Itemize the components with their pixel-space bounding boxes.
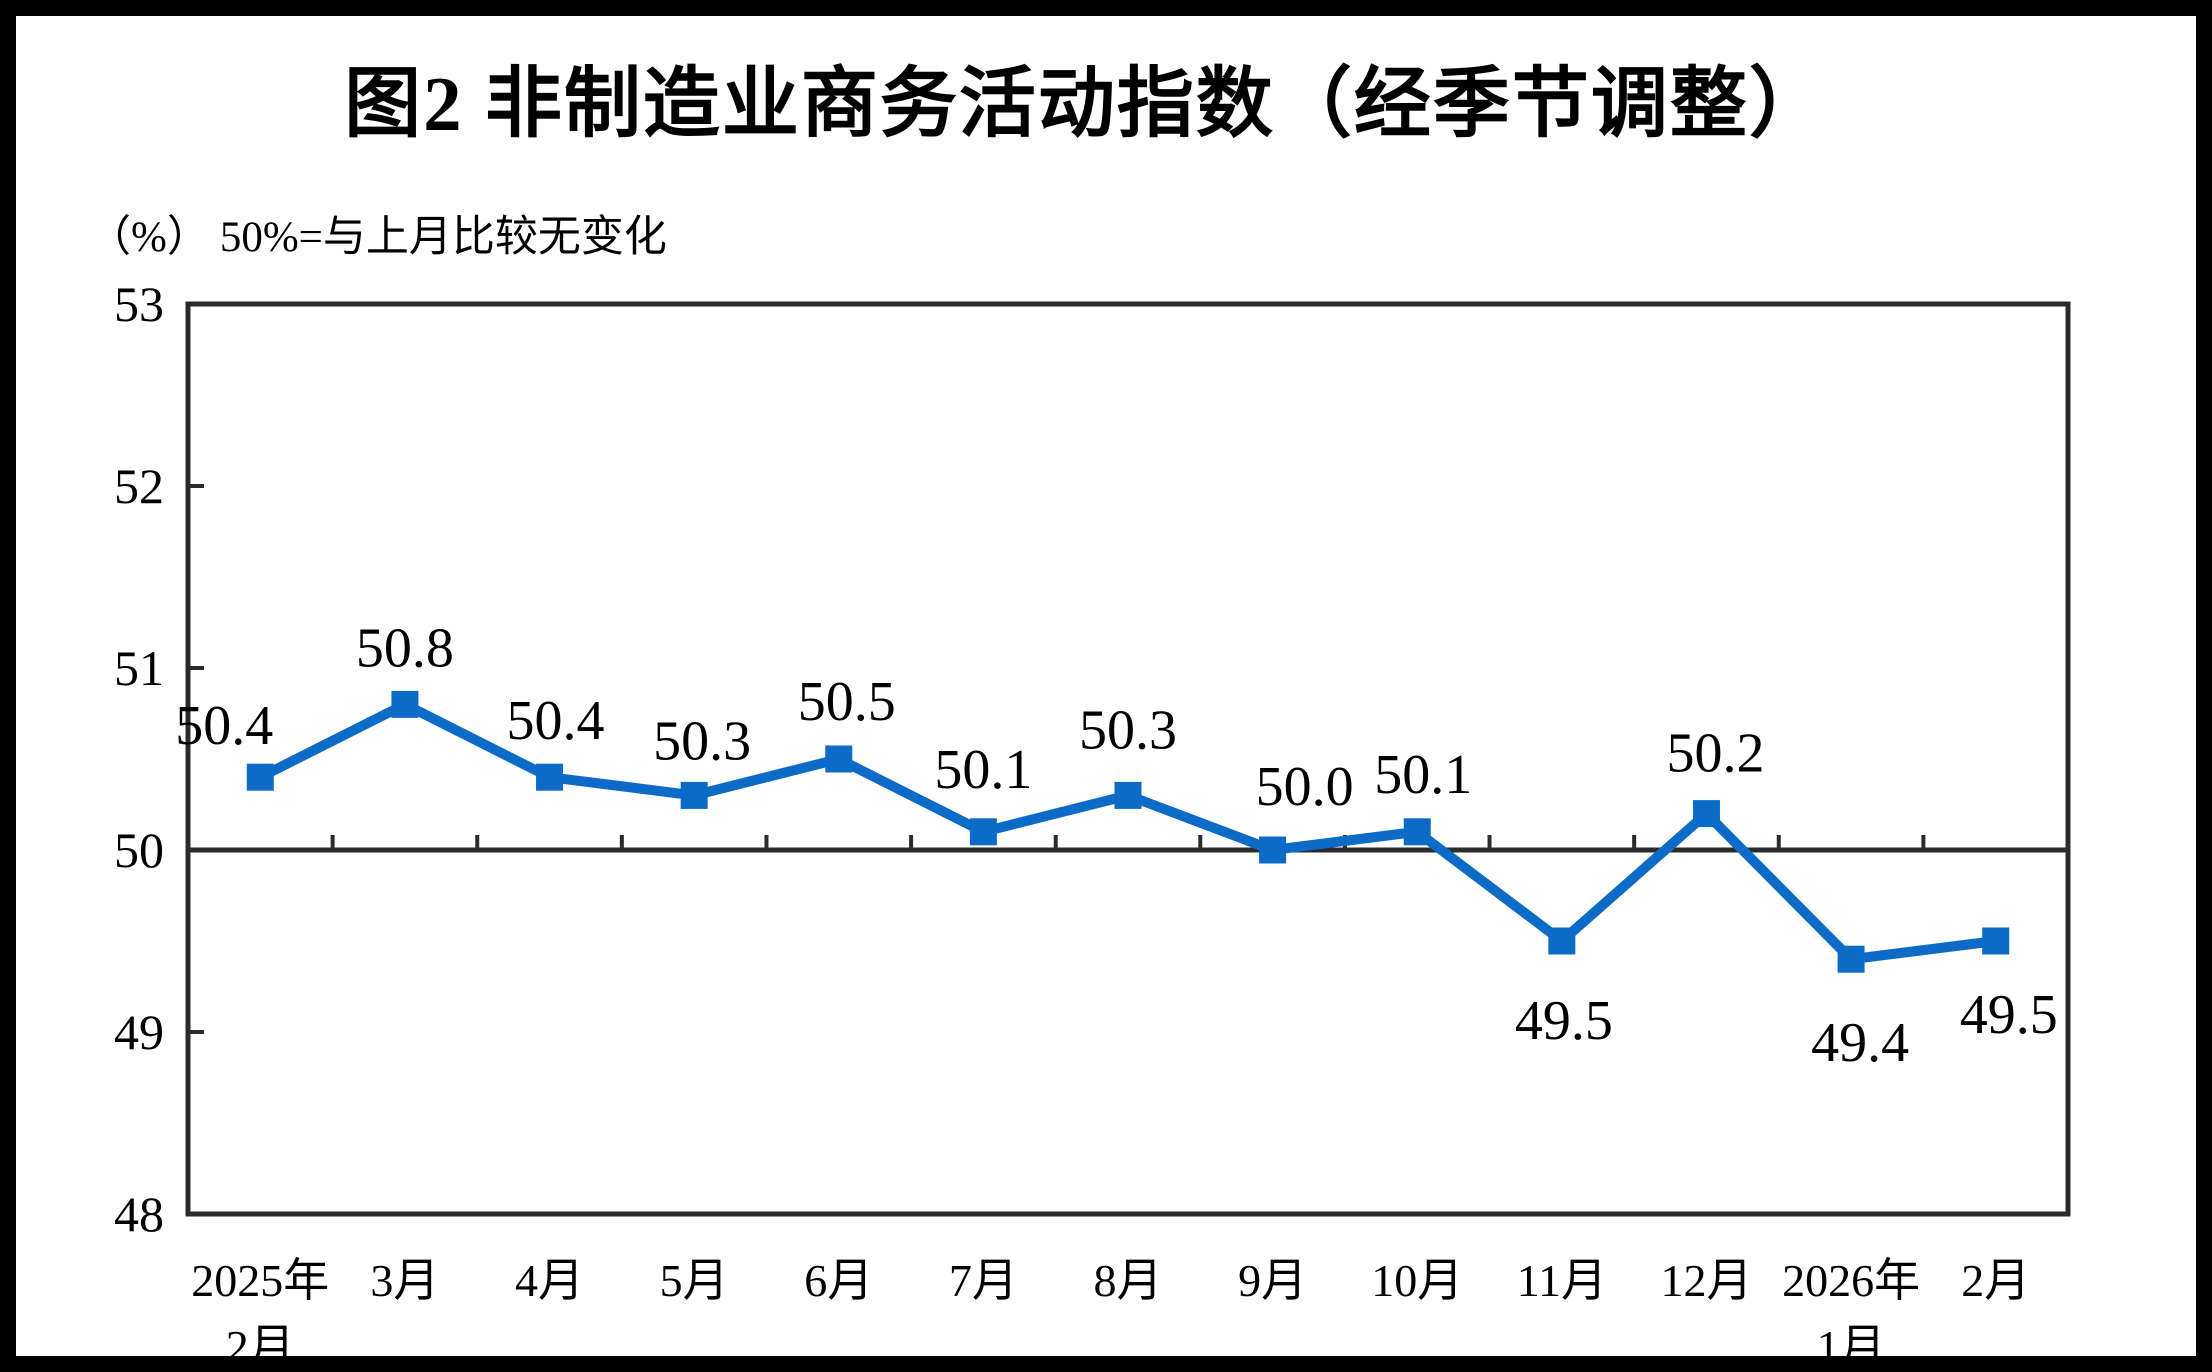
data-point-marker: [1114, 781, 1142, 809]
x-axis-category-label: 5月: [660, 1255, 729, 1306]
data-point-marker: [1259, 836, 1287, 864]
x-axis-category-label: 2月: [1961, 1255, 2030, 1306]
data-point-marker: [536, 763, 564, 791]
data-point-label: 50.0: [1256, 756, 1354, 818]
data-point-marker: [246, 763, 274, 791]
data-point-label: 50.1: [934, 739, 1032, 801]
x-axis-category-label: 8月: [1094, 1255, 1163, 1306]
chart-title: 图2 非制造业商务活动指数（经季节调整）: [344, 61, 1828, 147]
data-point-marker: [1692, 800, 1720, 828]
data-point-marker: [391, 690, 419, 718]
x-axis-category-label: 2月: [226, 1321, 295, 1372]
x-axis-category-label: 2025年: [191, 1255, 329, 1306]
y-axis-tick-label: 48: [114, 1186, 164, 1242]
data-point-label: 49.5: [1960, 984, 2058, 1046]
x-axis-category-label: 10月: [1371, 1255, 1463, 1306]
y-axis-tick-label: 50: [114, 822, 164, 878]
x-axis-category-label: 3月: [370, 1255, 439, 1306]
x-axis-category-label: 6月: [804, 1255, 873, 1306]
data-point-marker: [1403, 818, 1431, 846]
x-axis-category-label: 2026年: [1782, 1255, 1920, 1306]
y-axis-tick-label: 51: [114, 640, 164, 696]
data-point-marker: [1548, 927, 1576, 955]
data-point-label: 49.4: [1811, 1012, 1909, 1074]
data-point-label: 50.4: [507, 690, 605, 752]
data-point-label: 50.1: [1374, 744, 1472, 806]
plot-border: [185, 301, 2071, 1217]
y-axis-tick-label: 53: [114, 276, 164, 332]
x-axis-category-label: 7月: [949, 1255, 1018, 1306]
data-point-label: 49.5: [1515, 990, 1613, 1052]
data-point-marker: [969, 818, 997, 846]
data-point-label: 50.4: [175, 695, 273, 757]
data-point-label: 50.3: [653, 710, 751, 772]
chart-subtitle: （%） 50%=与上月比较无变化: [88, 202, 667, 264]
data-point-label: 50.5: [798, 671, 896, 733]
line-chart-svg: 48 49 50 51 52 53 2025年 2月 3月 4月 5月 6月 7月 8月 9月 10月 11月 1…: [114, 276, 2071, 1372]
y-axis-tick-label: 52: [114, 458, 164, 514]
data-point-label: 50.2: [1666, 723, 1764, 785]
data-point-marker: [1837, 945, 1865, 973]
reference-note: 50%=与上月比较无变化: [219, 214, 667, 261]
x-axis-category-label: 1月: [1817, 1321, 1886, 1372]
x-axis-category-label: 12月: [1660, 1255, 1752, 1306]
data-point-label: 50.3: [1079, 699, 1177, 761]
data-point-marker: [680, 781, 708, 809]
data-point-marker: [825, 745, 853, 773]
x-axis-category-label: 11月: [1517, 1255, 1607, 1306]
y-axis-unit-label: （%）: [88, 214, 210, 261]
chart-plot-area: 48 49 50 51 52 53 2025年 2月 3月 4月 5月 6月 7月 8月 9月 10月 11月 1…: [16, 16, 2196, 1372]
x-axis-category-label: 9月: [1238, 1255, 1307, 1306]
data-point-label: 50.8: [356, 617, 454, 679]
y-axis-tick-label: 49: [114, 1004, 164, 1060]
data-point-marker: [1982, 927, 2010, 955]
x-axis-category-label: 4月: [515, 1255, 584, 1306]
